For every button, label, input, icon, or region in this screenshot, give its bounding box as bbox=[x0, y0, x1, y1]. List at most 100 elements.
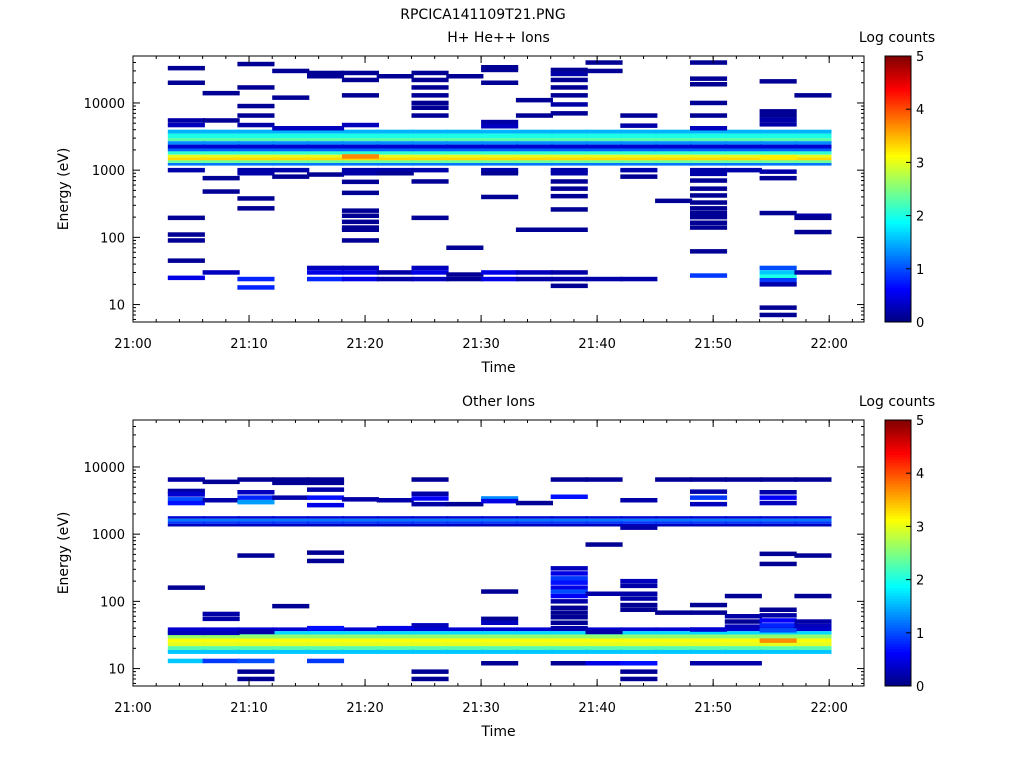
spectrogram-band-cell bbox=[341, 133, 379, 139]
spectrogram-band-cell bbox=[550, 144, 588, 149]
spectrogram-band-cell bbox=[202, 151, 240, 155]
spectrogram-band-cell bbox=[481, 151, 519, 155]
spectrogram-band-cell bbox=[376, 516, 414, 519]
spectrogram-cell bbox=[759, 274, 797, 279]
spectrogram-cell bbox=[515, 500, 553, 506]
spectrogram-band-cell bbox=[794, 649, 832, 654]
spectrogram-band-cell bbox=[272, 154, 310, 158]
spectrogram-cell bbox=[794, 215, 832, 221]
spectrogram-band-cell bbox=[794, 638, 832, 643]
spectrogram-band-cell bbox=[411, 148, 449, 152]
spectrogram-band-cell bbox=[690, 129, 728, 134]
spectrogram-cell bbox=[515, 113, 553, 118]
spectrogram-band-cell bbox=[515, 516, 553, 519]
spectrogram-cell bbox=[481, 616, 519, 622]
colorbar-segment bbox=[885, 175, 911, 179]
spectrogram-band-cell bbox=[167, 649, 205, 654]
y-tick-label: 1000 bbox=[92, 164, 125, 179]
colorbar-segment bbox=[885, 553, 911, 557]
spectrogram-band-cell bbox=[585, 141, 623, 145]
spectrogram-cell bbox=[376, 498, 414, 503]
spectrogram-band-cell bbox=[550, 163, 588, 166]
colorbar-segment bbox=[885, 595, 911, 599]
colorbar-segment bbox=[885, 186, 911, 190]
spectrogram-band-cell bbox=[515, 141, 553, 145]
spectrogram-band-cell bbox=[167, 151, 205, 155]
spectrogram-band-cell bbox=[341, 163, 379, 166]
spectrogram-band-cell bbox=[167, 144, 205, 149]
spectrogram-cell bbox=[202, 611, 240, 617]
spectrogram-cell bbox=[550, 610, 588, 615]
colorbar-segment bbox=[885, 632, 911, 636]
spectrogram-band-cell bbox=[585, 627, 623, 632]
colorbar-tick-label: 5 bbox=[916, 414, 924, 429]
spectrogram-cell bbox=[550, 85, 588, 90]
colorbar-segment bbox=[885, 95, 911, 99]
colorbar-segment bbox=[885, 159, 911, 163]
spectrogram-cell bbox=[446, 245, 484, 250]
spectrogram-cell bbox=[759, 122, 797, 127]
spectrogram-band-cell bbox=[550, 638, 588, 643]
spectrogram-cell bbox=[446, 501, 484, 507]
colorbar-segment bbox=[885, 316, 911, 320]
spectrogram-band-cell bbox=[585, 133, 623, 139]
spectrogram-cell bbox=[620, 498, 658, 503]
spectrogram-cell bbox=[690, 206, 728, 211]
spectrogram-band-cell bbox=[515, 638, 553, 643]
spectrogram-band-cell bbox=[272, 144, 310, 149]
colorbar-segment bbox=[885, 258, 911, 262]
colorbar-segment bbox=[885, 542, 911, 546]
spectrogram-band-cell bbox=[167, 157, 205, 161]
colorbar-segment bbox=[885, 667, 911, 671]
spectrogram-band-cell bbox=[167, 521, 205, 524]
colorbar-tick-label: 3 bbox=[916, 156, 924, 171]
spectrogram-cell bbox=[759, 155, 797, 160]
spectrogram-band-cell bbox=[724, 138, 762, 142]
spectrogram-band-cell bbox=[411, 631, 449, 635]
spectrogram-band-cell bbox=[376, 163, 414, 166]
spectrogram-band-cell bbox=[272, 649, 310, 654]
spectrogram-cell bbox=[341, 77, 379, 83]
spectrogram-band-cell bbox=[272, 151, 310, 155]
spectrogram-band-cell bbox=[446, 521, 484, 524]
colorbar-segment bbox=[885, 239, 911, 243]
spectrogram-cell bbox=[690, 220, 728, 225]
colorbar-segment bbox=[885, 263, 911, 267]
colorbar-segment bbox=[885, 651, 911, 655]
colorbar-segment bbox=[885, 539, 911, 543]
spectrogram-cell bbox=[307, 477, 345, 482]
colorbar-segment bbox=[885, 579, 911, 583]
spectrogram-band-cell bbox=[585, 523, 623, 527]
spectrogram-cell bbox=[411, 676, 449, 682]
spectrogram-band-cell bbox=[515, 160, 553, 163]
spectrogram-cell bbox=[376, 276, 414, 282]
colorbar-tick-label: 5 bbox=[916, 50, 924, 65]
spectrogram-band-cell bbox=[446, 154, 484, 158]
spectrogram-cell bbox=[620, 578, 658, 584]
spectrogram-band-cell bbox=[794, 646, 832, 650]
colorbar-segment bbox=[885, 146, 911, 150]
colorbar-segment bbox=[885, 165, 911, 169]
spectrogram-cell bbox=[167, 215, 205, 221]
spectrogram-band-cell bbox=[724, 141, 762, 145]
spectrogram-band-cell bbox=[620, 627, 658, 632]
spectrogram-cell bbox=[307, 558, 345, 564]
spectrogram-band-cell bbox=[341, 518, 379, 522]
spectrogram-cell bbox=[167, 80, 205, 85]
colorbar-segment bbox=[885, 298, 911, 302]
colorbar-segment bbox=[885, 451, 911, 455]
spectrogram-band-cell bbox=[446, 642, 484, 647]
spectrogram-cell bbox=[655, 198, 693, 204]
spectrogram-cell bbox=[550, 593, 588, 599]
x-tick-label: 21:50 bbox=[694, 337, 731, 352]
spectrogram-band-cell bbox=[202, 649, 240, 654]
spectrogram-cell bbox=[237, 206, 275, 211]
spectrogram-band-cell bbox=[724, 646, 762, 650]
spectrogram-band-cell bbox=[376, 157, 414, 161]
x-tick-label: 22:00 bbox=[810, 701, 847, 716]
spectrogram-cell bbox=[481, 661, 519, 666]
spectrogram-band-cell bbox=[759, 163, 797, 166]
spectrogram-band-cell bbox=[307, 631, 345, 635]
colorbar-segment bbox=[885, 255, 911, 259]
spectrogram-cell bbox=[272, 126, 310, 131]
